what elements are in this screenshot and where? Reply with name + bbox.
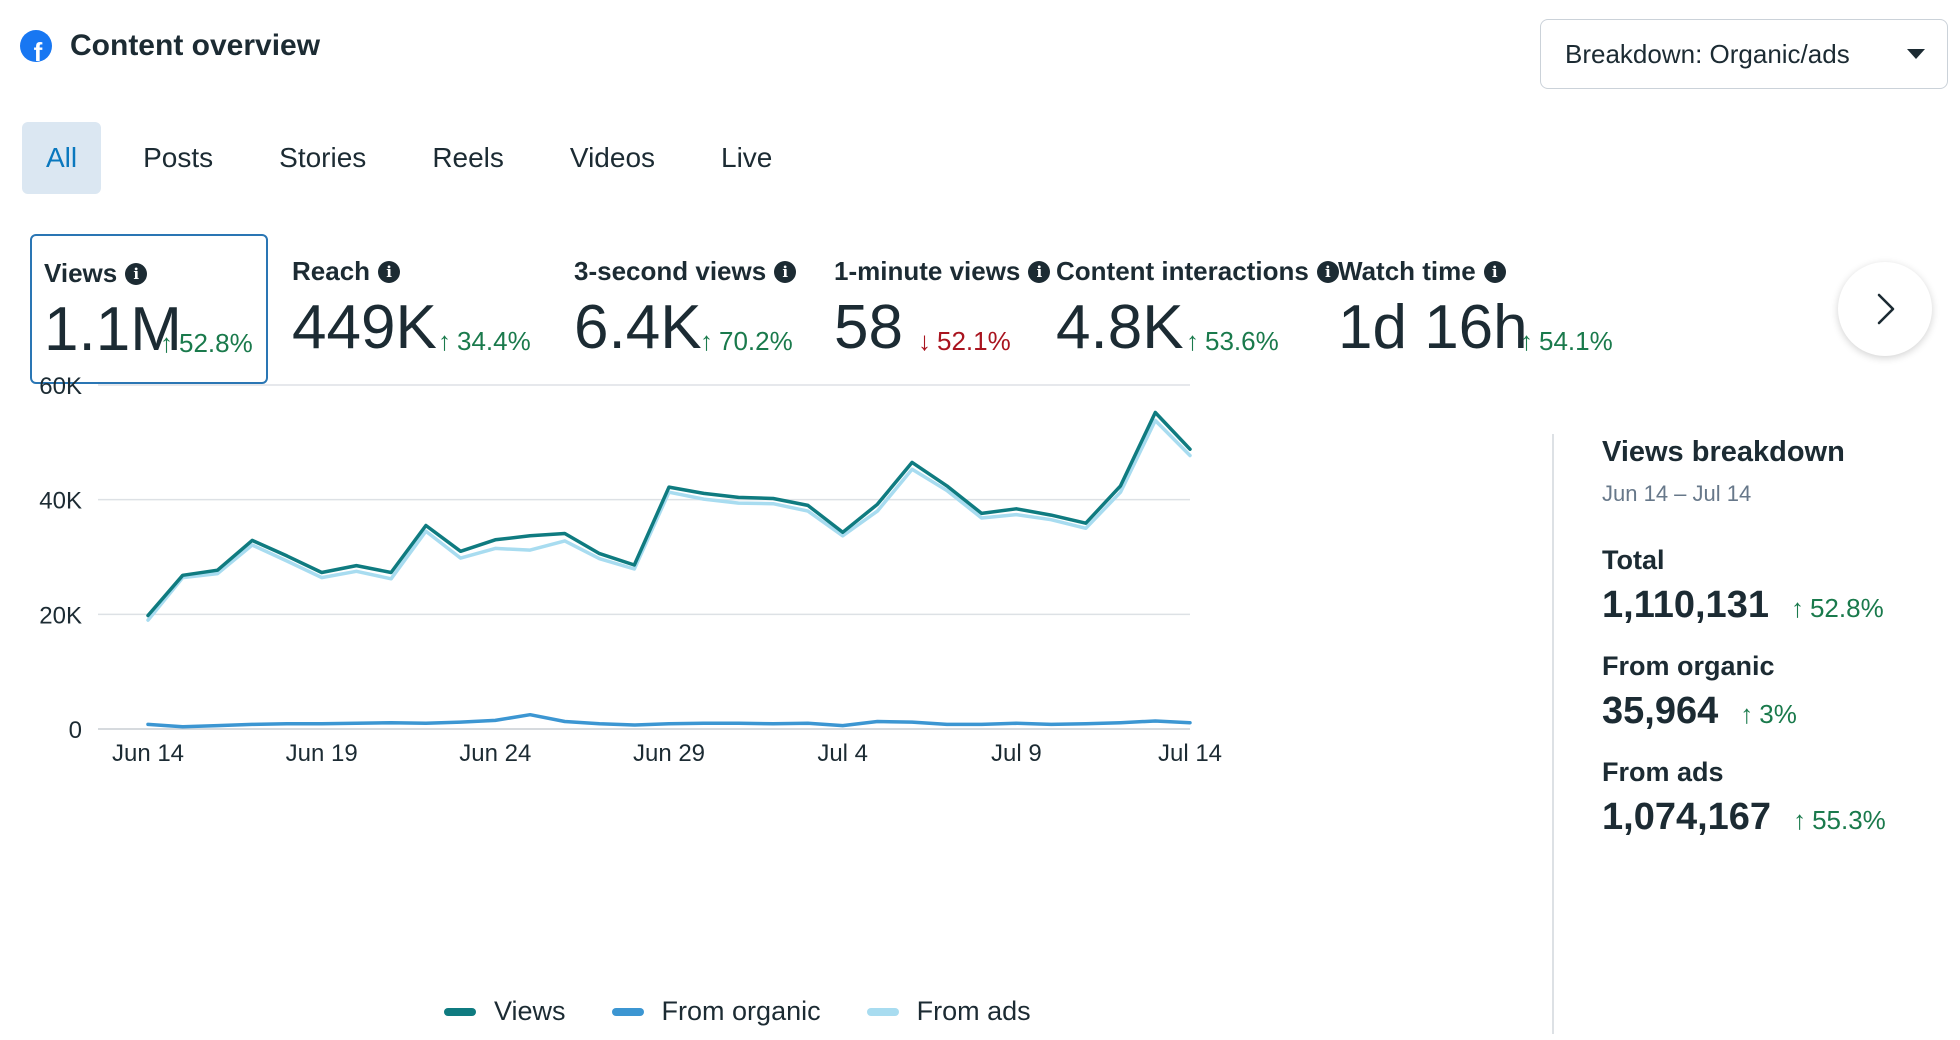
caret-down-icon <box>1907 49 1925 59</box>
views-line-chart: 0 20K 40K 60K Jun 14 Jun 19 Jun 24 Jun 29 Jul 4 J… <box>39 373 1222 767</box>
legend-label: Views <box>494 996 566 1026</box>
facebook-logo-icon: f <box>20 30 52 62</box>
series-line-views[interactable] <box>146 410 1192 618</box>
y-tick-label: 20K <box>39 602 82 629</box>
metric-card-1-minute-views[interactable]: 1-minute views i 58 ↓ 52.1% <box>834 234 1051 384</box>
legend-item-views[interactable]: Views <box>444 996 566 1027</box>
breakdown-label: From organic <box>1602 651 1775 681</box>
breakdown-ads: From ads 1,074,167 ↑ 55.3% <box>1602 757 1942 839</box>
arrow-up-icon: ↑ <box>1793 805 1807 835</box>
arrow-down-icon: ↓ <box>918 326 931 356</box>
x-tick-label: Jul 14 <box>1158 740 1222 767</box>
legend-item-from-ads[interactable]: From ads <box>866 996 1031 1027</box>
metric-change: 52.1% <box>937 326 1011 356</box>
tab-all[interactable]: All <box>22 122 102 194</box>
metric-card-watch-time[interactable]: Watch time i 1d 16h ↑ 54.1% <box>1338 234 1738 384</box>
metric-value: 1.1M <box>44 295 182 364</box>
arrow-up-icon: ↑ <box>1520 326 1533 356</box>
tab-live[interactable]: Live <box>721 142 773 173</box>
metric-card-content-interactions[interactable]: Content interactions i 4.8K ↑ 53.6% <box>1056 234 1339 384</box>
legend-item-from-organic[interactable]: From organic <box>611 996 821 1027</box>
metric-change: 53.6% <box>1205 326 1279 356</box>
chart-legend: Views From organic From ads <box>444 996 1077 1027</box>
metric-label: Watch time <box>1338 256 1476 286</box>
metric-card-3-second-views[interactable]: 3-second views i 6.4K ↑ 70.2% <box>574 234 814 384</box>
info-icon[interactable]: i <box>1483 260 1506 283</box>
breakdown-title: Views breakdown <box>1602 436 1845 468</box>
series-line-from-organic[interactable] <box>146 712 1192 729</box>
info-icon[interactable]: i <box>1028 260 1051 283</box>
panel-divider <box>1552 434 1554 1034</box>
page-title: Content overview <box>70 29 321 62</box>
legend-label: From ads <box>916 996 1031 1026</box>
chevron-right-icon <box>1877 293 1895 325</box>
arrow-up-icon: ↑ <box>1790 593 1804 623</box>
metric-value: 58 <box>834 293 903 362</box>
arrow-up-icon: ↑ <box>1186 326 1199 356</box>
breakdown-label: From ads <box>1602 757 1724 787</box>
metric-value: 4.8K <box>1056 293 1184 362</box>
legend-swatch <box>866 1007 899 1016</box>
y-tick-label: 40K <box>39 488 82 515</box>
breakdown-organic: From organic 35,964 ↑ 3% <box>1602 651 1942 733</box>
metric-label: 1-minute views <box>834 256 1021 286</box>
x-tick-label: Jun 14 <box>112 740 184 767</box>
content-type-tabs: All Posts Stories Reels Videos Live <box>22 122 814 194</box>
legend-swatch <box>444 1007 476 1016</box>
x-tick-label: Jul 4 <box>817 740 868 767</box>
views-chart: 0 20K 40K 60K Jun 14 Jun 19 Jun 24 Jun 29 Jul 4 J… <box>0 373 1540 1040</box>
y-tick-label: 60K <box>39 373 82 400</box>
metric-change: 70.2% <box>719 326 793 356</box>
arrow-up-icon: ↑ <box>160 328 173 358</box>
metric-change: 34.4% <box>457 326 531 356</box>
breakdown-change: 52.8% <box>1809 593 1884 623</box>
info-icon[interactable]: i <box>378 260 401 283</box>
metric-cards: Views i 1.1M ↑ 52.8% Reach i 449K ↑ 34.4% 3-… <box>30 234 1960 394</box>
legend-swatch <box>611 1007 644 1016</box>
breakdown-value: 1,110,131 <box>1602 584 1769 626</box>
breakdown-value: 35,964 <box>1602 690 1719 732</box>
metric-value: 1d 16h <box>1338 293 1528 362</box>
metric-card-reach[interactable]: Reach i 449K ↑ 34.4% <box>292 234 552 384</box>
x-tick-label: Jun 24 <box>459 740 531 767</box>
metric-change: 52.8% <box>179 328 253 358</box>
tab-stories[interactable]: Stories <box>279 142 367 173</box>
page-header: f Content overview <box>20 28 320 64</box>
breakdown-date-range: Jun 14 – Jul 14 <box>1602 481 1752 506</box>
x-tick-label: Jun 29 <box>633 740 705 767</box>
metric-card-views[interactable]: Views i 1.1M ↑ 52.8% <box>30 234 268 384</box>
info-icon[interactable]: i <box>125 262 148 285</box>
breakdown-change: 3% <box>1759 699 1797 729</box>
tab-reels[interactable]: Reels <box>432 142 504 173</box>
arrow-up-icon: ↑ <box>700 326 713 356</box>
metric-label: Views <box>44 258 118 288</box>
y-tick-label: 0 <box>69 717 82 744</box>
metric-label: Content interactions <box>1056 256 1309 286</box>
metric-value: 449K <box>292 293 437 362</box>
series-line-from-ads[interactable] <box>146 418 1192 622</box>
tab-videos[interactable]: Videos <box>569 142 656 173</box>
metric-label: Reach <box>292 256 371 286</box>
info-icon[interactable]: i <box>774 260 797 283</box>
metric-value: 6.4K <box>574 293 702 362</box>
x-tick-label: Jul 9 <box>991 740 1042 767</box>
breakdown-change: 55.3% <box>1812 805 1886 835</box>
metric-change: 54.1% <box>1539 326 1613 356</box>
legend-label: From organic <box>661 996 821 1026</box>
breakdown-value: 1,074,167 <box>1602 796 1772 838</box>
tab-posts[interactable]: Posts <box>143 142 214 173</box>
arrow-up-icon: ↑ <box>438 326 451 356</box>
breakdown-dropdown[interactable]: Breakdown: Organic/ads <box>1540 19 1948 89</box>
breakdown-total: Total 1,110,131 ↑ 52.8% <box>1602 545 1942 627</box>
views-breakdown-panel: Views breakdown Jun 14 – Jul 14 Total 1,… <box>1602 436 1942 839</box>
breakdown-label: Total <box>1602 545 1665 575</box>
x-tick-label: Jun 19 <box>286 740 358 767</box>
metric-label: 3-second views <box>574 256 767 286</box>
breakdown-dropdown-label: Breakdown: Organic/ads <box>1565 38 1850 69</box>
info-icon[interactable]: i <box>1316 260 1339 283</box>
arrow-up-icon: ↑ <box>1740 699 1754 729</box>
next-metrics-button[interactable] <box>1838 262 1932 356</box>
